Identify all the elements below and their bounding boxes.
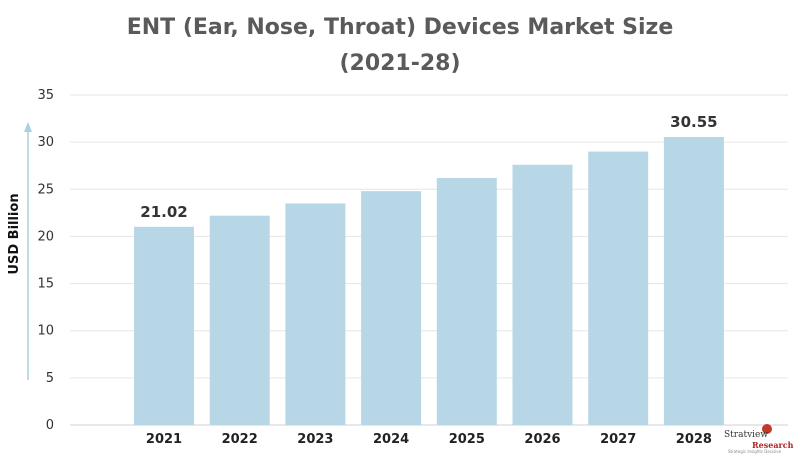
y-tick-label: 10 <box>37 324 54 339</box>
bar-2023 <box>285 203 346 425</box>
logo-tagline: Strategic Insights Decisive <box>728 449 782 454</box>
x-tick-label: 2023 <box>297 432 333 447</box>
data-labels: 21.02 30.55 <box>140 113 717 221</box>
x-axis-ticks: 2021 2022 2023 2024 2025 2026 2027 2028 <box>146 432 712 447</box>
chart-title-line1: ENT (Ear, Nose, Throat) Devices Market S… <box>126 15 674 40</box>
y-axis-label: USD Billion <box>7 193 22 274</box>
chart-title-line2: (2021-28) <box>339 51 461 76</box>
y-tick-label: 20 <box>37 229 54 244</box>
x-tick-label: 2024 <box>373 432 409 447</box>
bar-2026 <box>512 164 573 425</box>
bar-2024 <box>361 191 422 425</box>
x-tick-label: 2022 <box>222 432 258 447</box>
bar-2021 <box>134 226 194 425</box>
x-tick-label: 2021 <box>146 432 182 447</box>
y-axis-ticks: 0 5 10 15 20 25 30 35 <box>37 88 54 433</box>
chart-title: ENT (Ear, Nose, Throat) Devices Market S… <box>0 10 800 82</box>
bar-2027 <box>588 151 649 426</box>
logo-brand-name: Stratview <box>724 430 769 440</box>
data-label: 30.55 <box>670 113 717 131</box>
x-tick-label: 2027 <box>600 432 636 447</box>
logo-brand-sub: Research <box>752 440 794 450</box>
y-axis-arrow <box>24 122 32 380</box>
x-tick-label: 2026 <box>524 432 560 447</box>
bars <box>134 136 724 426</box>
stratview-logo: Stratview Research Strategic Insights De… <box>724 424 794 454</box>
y-tick-label: 0 <box>46 418 54 433</box>
y-tick-label: 15 <box>37 277 54 292</box>
x-tick-label: 2028 <box>676 432 712 447</box>
bar-2028 <box>663 136 724 425</box>
bar-2022 <box>209 215 270 425</box>
y-tick-label: 35 <box>37 88 54 103</box>
y-tick-label: 30 <box>37 135 54 150</box>
x-tick-label: 2025 <box>449 432 485 447</box>
bar-2025 <box>436 177 497 425</box>
logo-mark-icon <box>762 424 772 434</box>
data-label: 21.02 <box>140 203 187 221</box>
y-tick-label: 5 <box>46 371 54 386</box>
y-tick-label: 25 <box>37 182 54 197</box>
